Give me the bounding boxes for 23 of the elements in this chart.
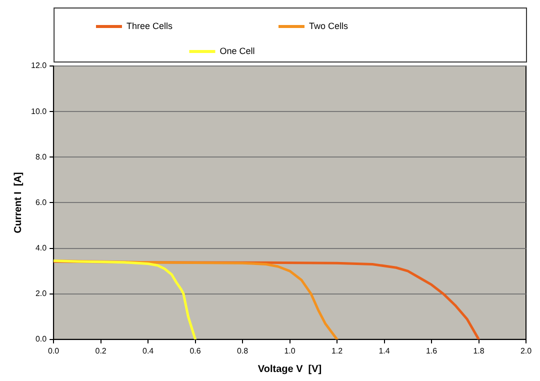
legend-label: Two Cells bbox=[309, 20, 438, 31]
y-tick-label: 6.0 bbox=[35, 198, 48, 207]
x-tick-label: 0.2 bbox=[95, 346, 107, 356]
y-tick-label: 8.0 bbox=[35, 152, 48, 162]
x-tick-label: 0.8 bbox=[236, 346, 249, 356]
x-tick-label: 2.0 bbox=[520, 346, 532, 356]
y-tick-label: 12.0 bbox=[30, 61, 48, 70]
y-tick-label: 4.0 bbox=[35, 243, 48, 252]
x-tick-label: 1.6 bbox=[426, 346, 438, 356]
legend-label: One Cell bbox=[220, 46, 345, 56]
x-tick-label: 0.6 bbox=[190, 346, 202, 356]
legend-label: Three Cells bbox=[126, 20, 263, 31]
y-axis-title: Current I [A] bbox=[12, 172, 24, 234]
x-axis-title: Voltage V [V] bbox=[258, 364, 322, 375]
x-tick-label: 1.4 bbox=[378, 346, 390, 356]
x-tick-label: 1.8 bbox=[473, 346, 485, 356]
y-tick-label: 10.0 bbox=[30, 106, 48, 116]
x-tick-label: 1.0 bbox=[284, 346, 296, 356]
x-tick-label: 1.2 bbox=[331, 346, 344, 356]
x-tick-label: 0.4 bbox=[142, 346, 154, 356]
y-tick-label: 0.0 bbox=[35, 334, 48, 344]
x-tick-label: 0.0 bbox=[48, 346, 60, 356]
y-tick-label: 2.0 bbox=[35, 289, 48, 298]
